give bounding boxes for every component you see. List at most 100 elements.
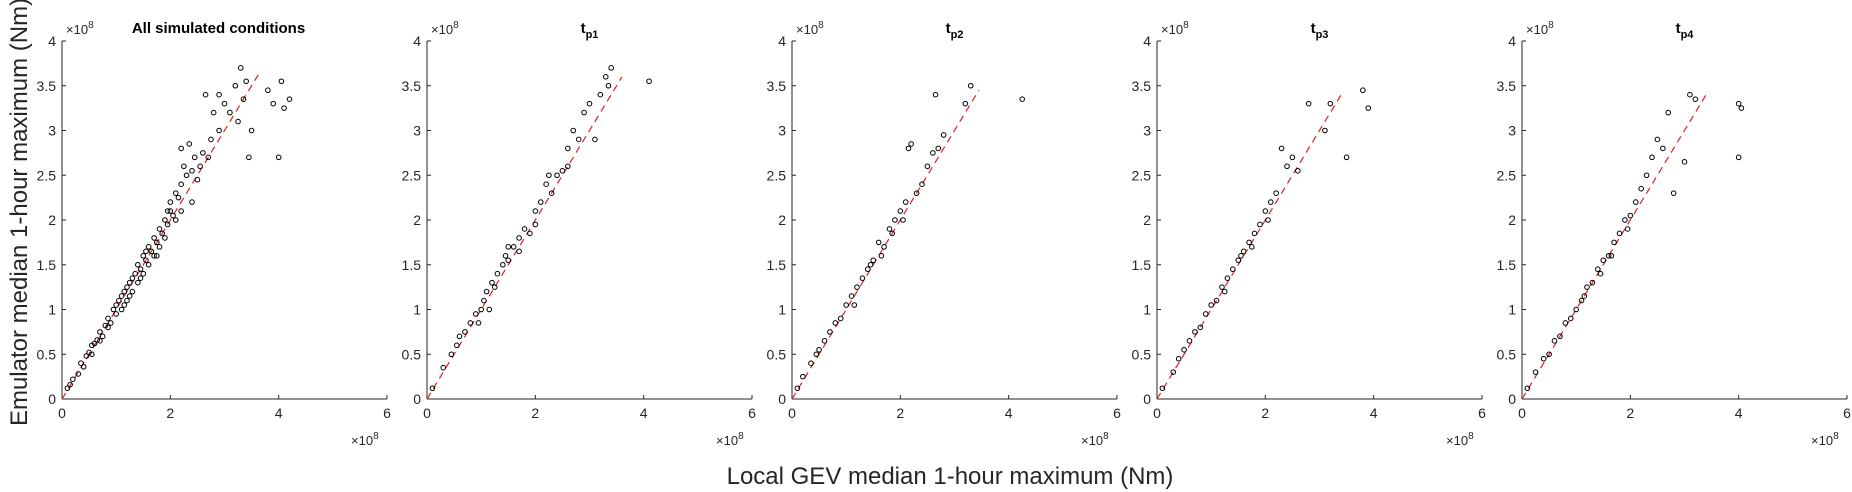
- data-point: [962, 100, 969, 107]
- data-point: [932, 91, 939, 98]
- data-point: [1192, 329, 1198, 335]
- x-tick-label: 6: [383, 405, 391, 421]
- data-point: [867, 261, 874, 268]
- data-point: [1632, 199, 1639, 205]
- data-point: [1654, 136, 1661, 143]
- data-point: [132, 270, 138, 277]
- y-tick-label: 4: [1508, 33, 1516, 49]
- data-point: [88, 351, 95, 358]
- data-point: [151, 253, 157, 259]
- y-tick-label: 0.5: [37, 346, 57, 362]
- data-point: [281, 105, 287, 111]
- x-exponent-label: ×108: [1446, 431, 1474, 448]
- data-point: [172, 190, 179, 196]
- data-point: [145, 244, 152, 250]
- data-point: [1643, 172, 1650, 179]
- data-point: [491, 284, 498, 290]
- data-point: [502, 253, 509, 259]
- x-exponent-label: ×108: [351, 431, 379, 448]
- data-point: [521, 226, 528, 232]
- reference-line: [426, 76, 623, 400]
- x-tick-label: 6: [1843, 405, 1851, 421]
- data-point: [1175, 355, 1182, 362]
- data-point: [494, 270, 501, 277]
- data-point: [67, 381, 73, 388]
- data-point: [1622, 217, 1628, 223]
- data-point: [1578, 297, 1585, 304]
- data-point: [78, 360, 84, 367]
- y-tick-label: 0.5: [1497, 346, 1517, 362]
- data-point: [99, 333, 106, 340]
- data-point: [1660, 145, 1666, 152]
- data-point: [1248, 244, 1255, 250]
- data-point: [248, 127, 255, 134]
- data-point: [516, 248, 522, 255]
- y-tick-label: 1: [48, 302, 56, 318]
- y-exponent-label: ×108: [1161, 20, 1189, 37]
- data-point: [1265, 217, 1271, 223]
- y-tick-label: 1: [413, 302, 421, 318]
- y-tick-label: 0.5: [767, 346, 787, 362]
- data-point: [902, 199, 909, 205]
- y-tick-label: 2.5: [1132, 167, 1152, 183]
- data-point: [646, 78, 652, 85]
- data-point: [140, 253, 147, 259]
- data-point: [462, 329, 468, 335]
- x-tick-label: 2: [166, 405, 174, 421]
- data-point: [532, 208, 539, 214]
- data-point: [1197, 324, 1204, 331]
- data-point: [935, 145, 942, 152]
- data-point: [265, 87, 271, 94]
- reference-line: [61, 72, 261, 400]
- data-point: [605, 82, 612, 89]
- data-point: [75, 371, 82, 377]
- data-point: [186, 141, 193, 147]
- data-point: [1322, 127, 1328, 134]
- data-point: [1305, 100, 1312, 107]
- x-tick-label: 6: [1478, 405, 1486, 421]
- data-point: [813, 351, 820, 358]
- data-point: [286, 96, 293, 102]
- panel-title: tp2: [946, 20, 964, 41]
- data-point: [191, 154, 198, 161]
- x-tick-label: 0: [58, 405, 66, 421]
- data-point: [1238, 253, 1244, 259]
- data-point: [189, 167, 195, 174]
- y-tick-label: 1.5: [1497, 257, 1517, 273]
- y-tick-label: 1: [1508, 302, 1516, 318]
- data-point: [1584, 284, 1590, 290]
- data-point: [489, 279, 495, 286]
- data-point: [516, 235, 522, 241]
- data-point: [1224, 275, 1231, 281]
- data-point: [1665, 109, 1672, 116]
- data-point: [967, 82, 974, 89]
- x-tick-label: 4: [1005, 405, 1013, 421]
- y-tick-label: 3.5: [767, 78, 787, 94]
- x-tick-label: 4: [640, 405, 648, 421]
- data-point: [554, 172, 560, 179]
- data-point: [505, 244, 512, 250]
- x-tick-label: 2: [1261, 405, 1269, 421]
- y-tick-label: 2.5: [402, 167, 422, 183]
- data-point: [137, 266, 144, 273]
- data-point: [1649, 154, 1655, 161]
- data-point: [559, 167, 566, 174]
- y-tick-label: 2: [778, 212, 786, 228]
- data-point: [145, 261, 152, 268]
- data-point: [116, 297, 122, 304]
- y-tick-label: 0: [48, 391, 56, 407]
- y-tick-label: 1.5: [402, 257, 422, 273]
- data-point: [275, 154, 282, 161]
- data-point: [216, 91, 222, 98]
- data-point: [153, 253, 160, 259]
- data-point: [481, 297, 487, 304]
- data-point: [510, 244, 517, 250]
- data-point: [118, 306, 125, 313]
- data-point: [1262, 208, 1269, 214]
- data-point: [124, 297, 130, 304]
- data-point: [913, 190, 920, 196]
- y-tick-label: 1: [1143, 302, 1151, 318]
